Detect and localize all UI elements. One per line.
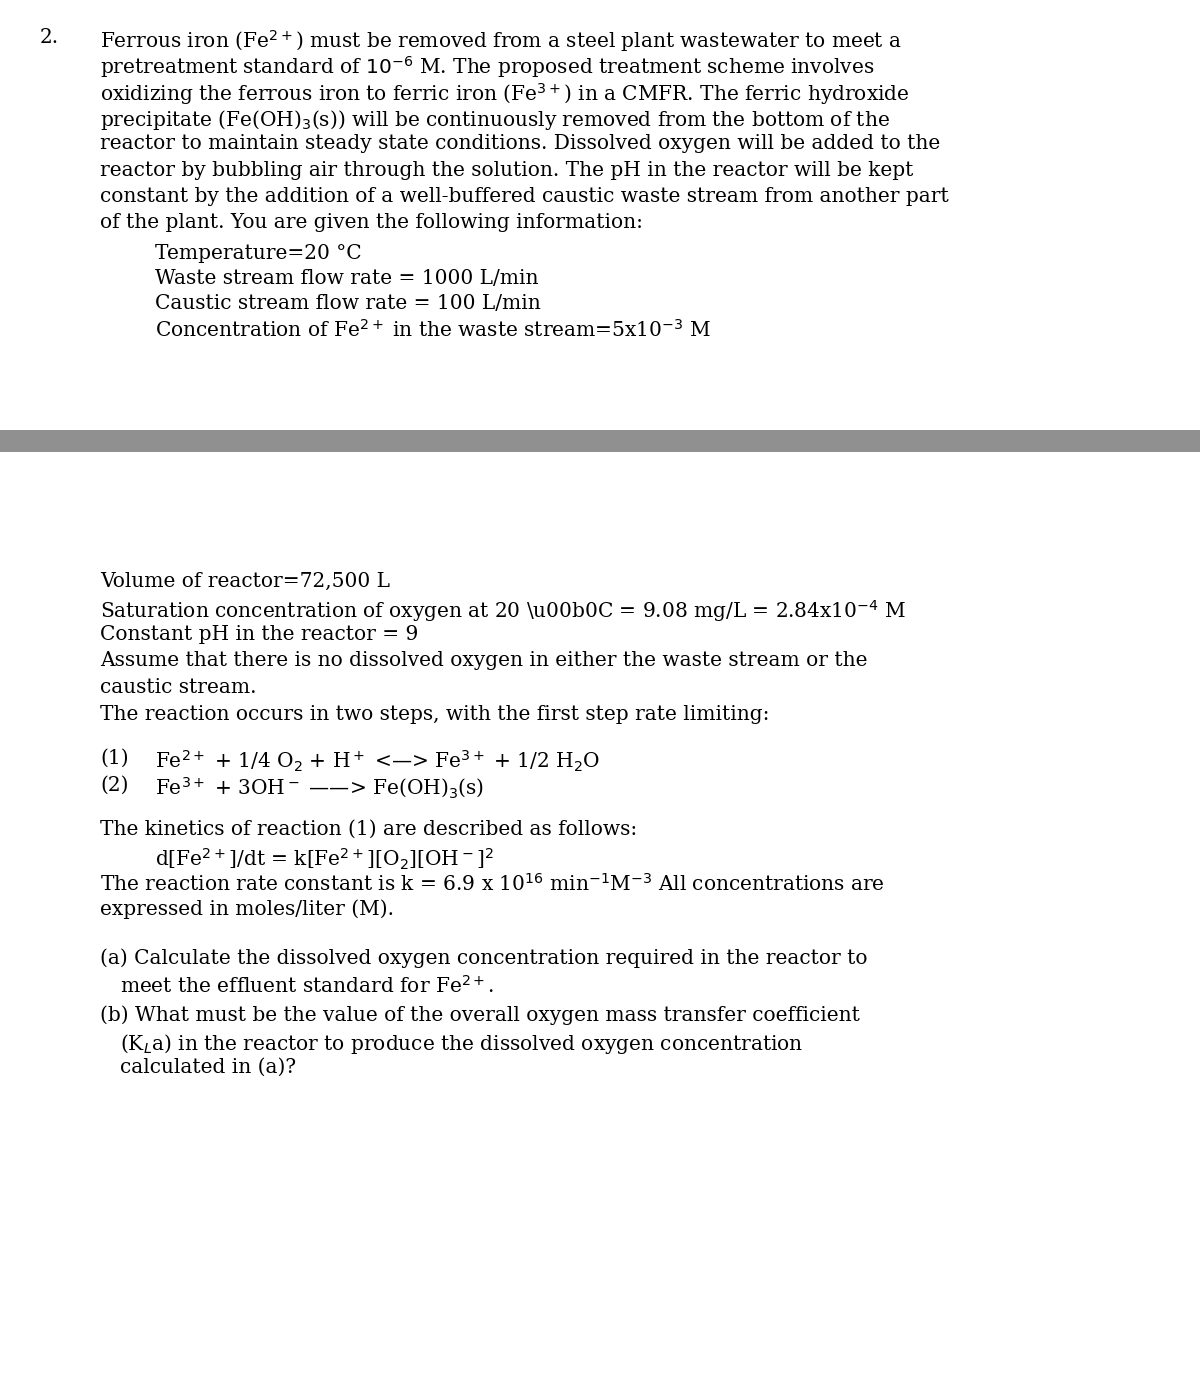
Text: (2): (2) (100, 776, 128, 795)
Text: Fe$^{2+}$ + 1/4 O$_2$ + H$^+$ <—> Fe$^{3+}$ + 1/2 H$_2$O: Fe$^{2+}$ + 1/4 O$_2$ + H$^+$ <—> Fe$^{3… (155, 750, 600, 774)
Text: calculated in (a)?: calculated in (a)? (120, 1059, 296, 1076)
Text: caustic stream.: caustic stream. (100, 678, 257, 697)
Text: expressed in moles/liter (M).: expressed in moles/liter (M). (100, 899, 394, 919)
Text: precipitate (Fe(OH)$_3$(s)) will be continuously removed from the bottom of the: precipitate (Fe(OH)$_3$(s)) will be cont… (100, 107, 890, 132)
Text: constant by the addition of a well-buffered caustic waste stream from another pa: constant by the addition of a well-buffe… (100, 187, 949, 206)
Text: oxidizing the ferrous iron to ferric iron (Fe$^{3+}$) in a CMFR. The ferric hydr: oxidizing the ferrous iron to ferric iro… (100, 81, 910, 107)
Text: Waste stream flow rate = 1000 L/min: Waste stream flow rate = 1000 L/min (155, 269, 539, 288)
Text: 2.: 2. (40, 27, 59, 47)
Text: Concentration of Fe$^{2+}$ in the waste stream=5x10$^{-3}$ M: Concentration of Fe$^{2+}$ in the waste … (155, 319, 710, 341)
Text: of the plant. You are given the following information:: of the plant. You are given the followin… (100, 213, 643, 232)
Text: Ferrous iron (Fe$^{2+}$) must be removed from a steel plant wastewater to meet a: Ferrous iron (Fe$^{2+}$) must be removed… (100, 27, 902, 54)
Text: (1): (1) (100, 750, 128, 768)
Text: Fe$^{3+}$ + 3OH$^-$ ——> Fe(OH)$_3$(s): Fe$^{3+}$ + 3OH$^-$ ——> Fe(OH)$_3$(s) (155, 776, 484, 800)
Text: The reaction occurs in two steps, with the first step rate limiting:: The reaction occurs in two steps, with t… (100, 704, 769, 724)
Text: Saturation concentration of oxygen at 20 \u00b0C = 9.08 mg/L = 2.84x10$^{-4}$ M: Saturation concentration of oxygen at 20… (100, 599, 906, 625)
Text: d[Fe$^{2+}$]/dt = k[Fe$^{2+}$][O$_2$][OH$^-$]$^2$: d[Fe$^{2+}$]/dt = k[Fe$^{2+}$][O$_2$][OH… (155, 847, 494, 872)
Text: Volume of reactor=72,500 L: Volume of reactor=72,500 L (100, 573, 390, 590)
Text: Caustic stream flow rate = 100 L/min: Caustic stream flow rate = 100 L/min (155, 294, 541, 313)
Text: reactor by bubbling air through the solution. The pH in the reactor will be kept: reactor by bubbling air through the solu… (100, 161, 913, 180)
Text: Temperature=20 °C: Temperature=20 °C (155, 244, 361, 264)
Bar (0, 430, 1200, 452)
Text: Assume that there is no dissolved oxygen in either the waste stream or the: Assume that there is no dissolved oxygen… (100, 652, 868, 670)
Text: pretreatment standard of $10^{-6}$ M. The proposed treatment scheme involves: pretreatment standard of $10^{-6}$ M. Th… (100, 55, 875, 81)
Text: (a) Calculate the dissolved oxygen concentration required in the reactor to: (a) Calculate the dissolved oxygen conce… (100, 947, 868, 968)
Text: The reaction rate constant is k = 6.9 x 10$^{16}$ min$^{-1}$M$^{-3}$ All concent: The reaction rate constant is k = 6.9 x … (100, 873, 884, 895)
Text: (b) What must be the value of the overall oxygen mass transfer coefficient: (b) What must be the value of the overal… (100, 1005, 860, 1024)
Text: meet the effluent standard for Fe$^{2+}$.: meet the effluent standard for Fe$^{2+}$… (120, 975, 494, 997)
Text: The kinetics of reaction (1) are described as follows:: The kinetics of reaction (1) are describ… (100, 820, 637, 839)
Text: Constant pH in the reactor = 9: Constant pH in the reactor = 9 (100, 625, 419, 644)
Text: (K$_L$a) in the reactor to produce the dissolved oxygen concentration: (K$_L$a) in the reactor to produce the d… (120, 1031, 803, 1056)
Text: reactor to maintain steady state conditions. Dissolved oxygen will be added to t: reactor to maintain steady state conditi… (100, 135, 941, 152)
